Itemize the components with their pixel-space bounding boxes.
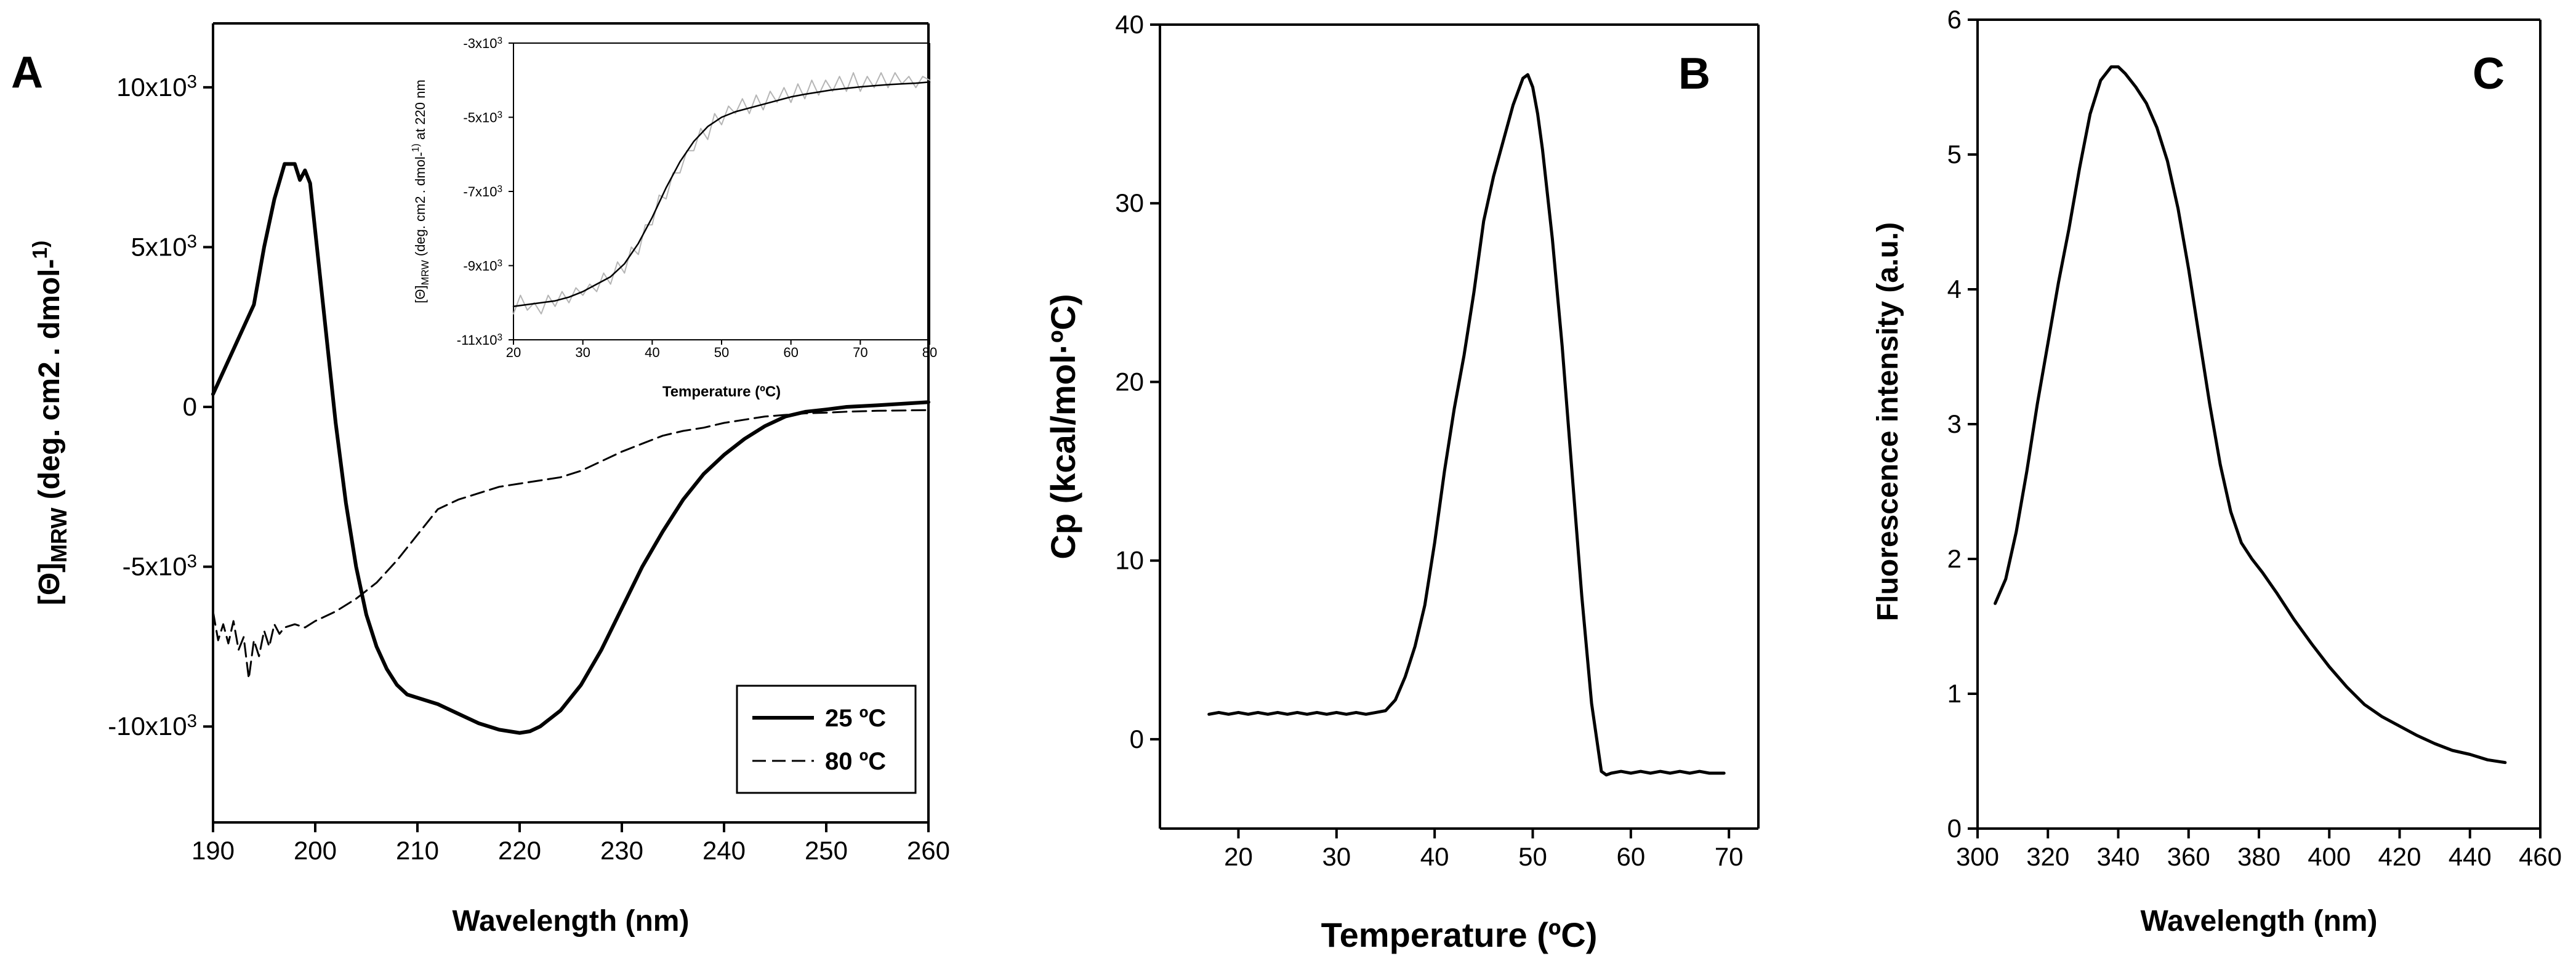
y-tick-label: 40 <box>1115 10 1144 39</box>
y-tick-label: 3 <box>1947 409 1962 438</box>
x-tick-label: 70 <box>853 345 867 360</box>
x-tick-label: 300 <box>1956 842 1999 871</box>
x-tick-label: 60 <box>783 345 798 360</box>
y-tick-label: 0 <box>183 392 197 421</box>
x-tick-label: 30 <box>575 345 590 360</box>
x-tick-label: 30 <box>1322 842 1351 871</box>
y-tick-label: 10 <box>1115 546 1144 575</box>
y-tick-label: 10x103 <box>116 72 197 102</box>
x-tick-label: 230 <box>600 836 643 865</box>
y-tick-label: -3x103 <box>463 36 502 51</box>
x-tick-label: 80 <box>922 345 937 360</box>
x-tick-label: 220 <box>498 836 541 865</box>
x-tick-label: 50 <box>1518 842 1547 871</box>
y-tick-label: 5 <box>1947 140 1962 169</box>
x-axis-label: Temperature (ºC) <box>662 384 781 400</box>
y-tick-label: 0 <box>1130 725 1144 753</box>
x-tick-label: 260 <box>907 836 950 865</box>
x-tick-label: 60 <box>1616 842 1645 871</box>
inset-y-axis-label: [Θ]MRW (deg. cm2 . dmol-1) at 220 nm <box>411 79 431 303</box>
x-tick-label: 420 <box>2378 842 2421 871</box>
legend-box <box>736 685 917 794</box>
series-line-25-c <box>211 162 930 735</box>
x-tick-label: 190 <box>191 836 235 865</box>
y-tick-label: 6 <box>1947 5 1962 34</box>
y-tick-label: -11x103 <box>457 332 502 348</box>
x-tick-label: 40 <box>645 345 659 360</box>
series-line-raw <box>513 72 930 315</box>
panel-A-inset: 20 30 40 50 60 70 80 -11x103 -9x103 -7x103 -5x103 -… <box>411 36 937 400</box>
y-axis-label: Fluorescence intensity (a.u.) <box>1872 222 1904 621</box>
x-axis-label: Temperature (ºC) <box>1321 915 1598 954</box>
x-tick-label: 200 <box>294 836 337 865</box>
series-line-80-c <box>212 409 930 680</box>
x-tick-label: 40 <box>1420 842 1449 871</box>
y-tick-label: 30 <box>1115 188 1144 217</box>
x-tick-label: 440 <box>2449 842 2492 871</box>
x-axis-label: Wavelength (nm) <box>2141 905 2378 938</box>
y-tick-label: 20 <box>1115 367 1144 396</box>
x-axis-label: Wavelength (nm) <box>453 905 690 938</box>
panel-label-a: A <box>11 48 43 97</box>
x-tick-label: 320 <box>2026 842 2069 871</box>
x-tick-label: 210 <box>396 836 439 865</box>
x-tick-label: 360 <box>2167 842 2210 871</box>
y-axis-label: [Θ]MRW (deg. cm2 . dmol-1) <box>29 241 71 606</box>
x-tick-label: 70 <box>1715 842 1744 871</box>
series-line-fit <box>512 81 931 308</box>
y-tick-label: -5x103 <box>123 551 197 580</box>
y-tick-label: 4 <box>1947 275 1962 303</box>
y-tick-label: 5x103 <box>131 231 197 261</box>
y-tick-label: 0 <box>1947 814 1962 843</box>
x-tick-label: 20 <box>1224 842 1253 871</box>
y-tick-label: -10x103 <box>108 711 197 741</box>
x-tick-label: 250 <box>805 836 848 865</box>
y-axis-label: Cp (kcal/mol·ºC) <box>1044 294 1082 559</box>
legend: 25 ºC 80 ºC <box>736 685 917 794</box>
legend-entry-25c: 25 ºC <box>825 705 886 732</box>
series-line-fluorescence <box>1994 65 2507 765</box>
x-tick-label: 240 <box>702 836 746 865</box>
panel-A: 190 200 210 220 230 240 250 260 -10x103 -5x103 0 5x… <box>11 22 950 938</box>
panel-label-c: C <box>2473 49 2505 98</box>
x-tick-label: 50 <box>714 345 729 360</box>
x-tick-label: 380 <box>2237 842 2280 871</box>
x-tick-label: 460 <box>2519 842 2562 871</box>
panel-label-b: B <box>1678 49 1710 98</box>
y-tick-label: 1 <box>1947 679 1962 708</box>
series-line-cp <box>1207 73 1726 777</box>
x-tick-label: 340 <box>2096 842 2139 871</box>
y-tick-label: -5x103 <box>463 110 502 126</box>
panel-B: 20 30 40 50 60 70 0 10 20 30 40 Temperature (ºC) Cp … <box>1044 10 1760 954</box>
x-tick-label: 20 <box>506 345 521 360</box>
y-tick-label: 2 <box>1947 544 1962 573</box>
x-tick-label: 400 <box>2308 842 2351 871</box>
legend-entry-80c: 80 ºC <box>825 748 886 775</box>
y-tick-label: -7x103 <box>463 184 502 199</box>
panel-C: 300 320 340 360 380 400 420 440 460 0 1 2 3 4 5 6 Wavele… <box>1872 5 2562 938</box>
y-tick-label: -9x103 <box>463 259 502 274</box>
